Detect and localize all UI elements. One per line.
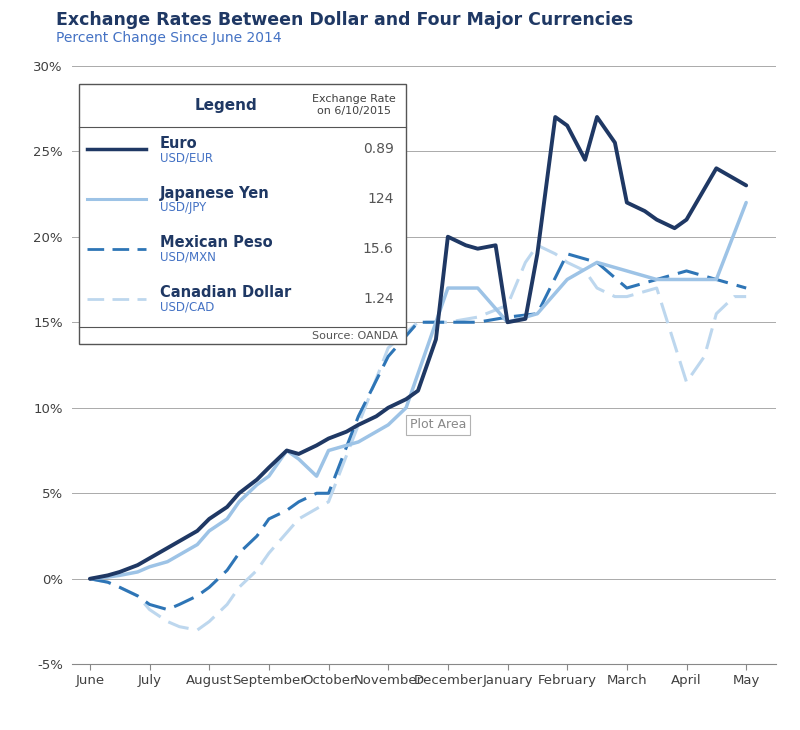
Text: 0.89: 0.89	[363, 142, 394, 156]
Text: Legend: Legend	[195, 98, 258, 112]
Text: Source: OANDA: Source: OANDA	[312, 331, 398, 341]
Text: Plot Area: Plot Area	[410, 418, 466, 431]
Text: Exchange Rate
on 6/10/2015: Exchange Rate on 6/10/2015	[312, 94, 396, 116]
FancyBboxPatch shape	[79, 84, 406, 344]
Text: USD/JPY: USD/JPY	[160, 201, 206, 214]
Text: Canadian Dollar: Canadian Dollar	[160, 285, 291, 300]
Text: Exchange Rates Between Dollar and Four Major Currencies: Exchange Rates Between Dollar and Four M…	[56, 11, 634, 29]
Text: 15.6: 15.6	[363, 242, 394, 256]
Text: 124: 124	[367, 192, 394, 206]
Text: Percent Change Since June 2014: Percent Change Since June 2014	[56, 31, 282, 45]
Text: USD/MXN: USD/MXN	[160, 251, 216, 264]
Text: Euro: Euro	[160, 136, 198, 150]
Text: Japanese Yen: Japanese Yen	[160, 185, 270, 201]
Text: USD/EUR: USD/EUR	[160, 151, 213, 164]
Text: USD/CAD: USD/CAD	[160, 301, 214, 314]
Text: Mexican Peso: Mexican Peso	[160, 235, 273, 250]
Text: 1.24: 1.24	[363, 292, 394, 306]
